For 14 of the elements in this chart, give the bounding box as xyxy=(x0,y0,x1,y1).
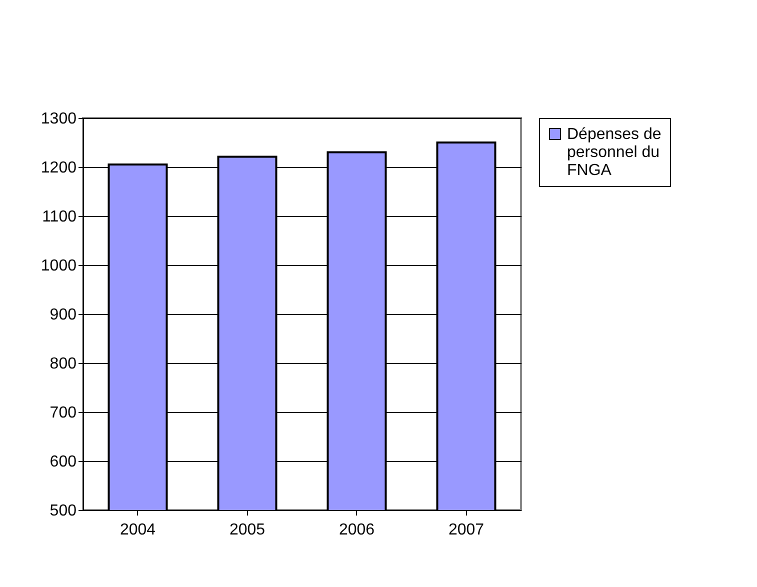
y-tick-label: 1000 xyxy=(40,258,77,274)
y-tick-label: 500 xyxy=(50,502,77,520)
y-tick-label: 800 xyxy=(50,356,77,372)
y-tick-label: 1200 xyxy=(40,160,77,176)
y-tick-label: 1100 xyxy=(42,208,77,226)
x-tick-label: 2006 xyxy=(338,522,375,538)
x-tick-label: 2004 xyxy=(120,522,156,538)
y-tick-label: 600 xyxy=(50,454,77,470)
legend-label: Dépenses de personnel du FNGA xyxy=(567,126,662,179)
x-tick-label: 2005 xyxy=(229,522,266,538)
x-tick-label: 2007 xyxy=(448,522,484,538)
y-tick-label: 900 xyxy=(50,306,77,324)
y-tick-label: 700 xyxy=(50,404,77,422)
y-tick-label: 1300 xyxy=(40,110,77,128)
